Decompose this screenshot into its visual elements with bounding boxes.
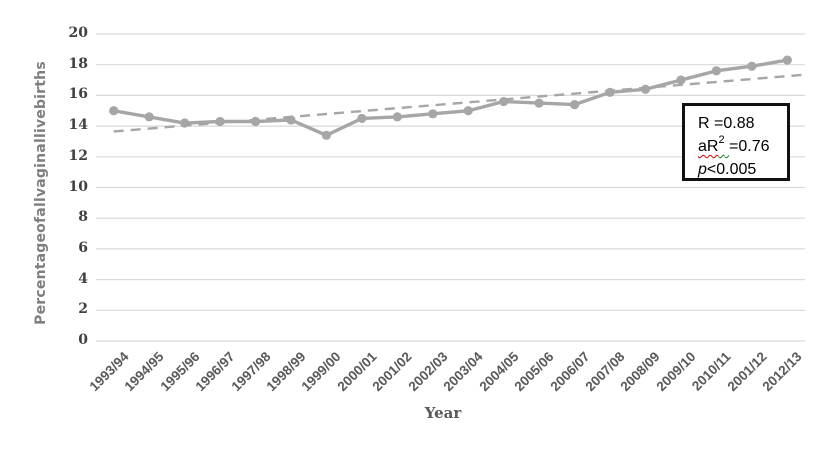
data-point [782, 55, 792, 65]
y-tick-label: 4 [78, 270, 88, 287]
data-point [499, 96, 509, 107]
data-point [215, 116, 225, 127]
data-point [428, 109, 438, 119]
y-tick-label: 2 [78, 301, 88, 318]
data-point [605, 87, 615, 97]
y-tick-label: 16 [68, 86, 88, 103]
y-tick-label: 6 [78, 239, 88, 256]
data-point [463, 106, 473, 116]
y-tick-label: 0 [78, 332, 88, 348]
data-point [357, 113, 367, 124]
data-point [534, 98, 544, 108]
data-point [711, 66, 721, 76]
data-series-line [112, 58, 789, 138]
data-point [180, 118, 190, 128]
y-axis-title: Percentageofallvaginallivebirths [33, 61, 49, 325]
p-value: p<0.005 [698, 161, 757, 178]
data-point [640, 84, 651, 94]
y-tick-label: 20 [68, 25, 88, 41]
data-point [286, 115, 296, 125]
data-point [250, 116, 261, 127]
y-tick-label: 12 [68, 147, 88, 164]
r-squared-value: aR2 =0.76 [698, 134, 770, 156]
x-axis-title: Year [424, 404, 462, 422]
data-point [747, 61, 757, 71]
stats-annotation-box: R =0.88 aR2 =0.76 p<0.005 [682, 103, 790, 181]
r-value: R =0.88 [698, 115, 755, 132]
y-tick-label: 18 [68, 55, 88, 72]
data-point [392, 112, 402, 122]
y-tick-label: 8 [78, 209, 88, 226]
trend-line [113, 73, 806, 133]
data-point [109, 106, 119, 116]
y-tick-label: 10 [68, 178, 88, 195]
y-tick-label: 14 [68, 117, 88, 134]
data-point [144, 112, 154, 122]
data-point [321, 130, 332, 140]
data-point [676, 75, 686, 85]
data-point [569, 100, 580, 110]
